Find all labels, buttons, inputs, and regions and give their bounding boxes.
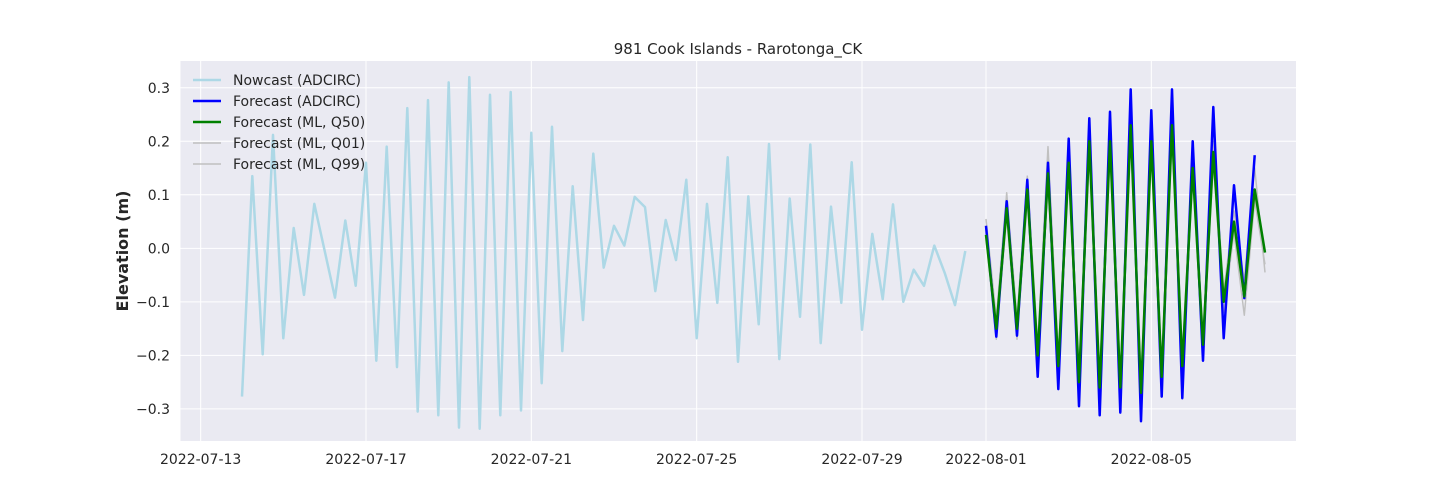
x-tick-label: 2022-07-29	[821, 452, 902, 468]
x-tick-label: 2022-07-21	[491, 452, 572, 468]
legend-label: Forecast (ML, Q99)	[233, 157, 365, 173]
y-tick-label: −0.1	[136, 295, 170, 311]
series-line-2	[984, 123, 1267, 395]
y-tick-label: 0.1	[148, 188, 170, 204]
y-tick-label: 0.2	[148, 134, 170, 150]
series-line-0	[240, 75, 967, 430]
chart-title: 981 Cook Islands - Rarotonga_CK	[614, 40, 864, 59]
series-lines	[240, 75, 1267, 430]
x-tick-label: 2022-07-17	[325, 452, 406, 468]
legend: Nowcast (ADCIRC) Forecast (ADCIRC) Forecas…	[193, 73, 365, 173]
x-tick-label: 2022-07-25	[656, 452, 737, 468]
x-tick-label: 2022-07-13	[160, 452, 241, 468]
y-tick-label: 0.3	[148, 81, 170, 97]
axis-ticks: 2022-07-13 2022-07-17 2022-07-21 2022-07-25…	[136, 61, 1192, 468]
legend-label: Forecast (ML, Q50)	[233, 115, 365, 131]
legend-label: Nowcast (ADCIRC)	[233, 73, 361, 89]
legend-label: Forecast (ADCIRC)	[233, 94, 361, 110]
y-axis-label: Elevation (m)	[113, 191, 132, 312]
x-tick-label: 2022-08-05	[1111, 452, 1192, 468]
x-tick-label: 2022-08-01	[945, 452, 1026, 468]
y-tick-label: −0.3	[136, 402, 170, 418]
grid-lines	[180, 61, 1296, 441]
legend-label: Forecast (ML, Q01)	[233, 136, 365, 152]
y-tick-label: −0.2	[136, 348, 170, 364]
y-tick-label: 0.0	[148, 241, 170, 257]
